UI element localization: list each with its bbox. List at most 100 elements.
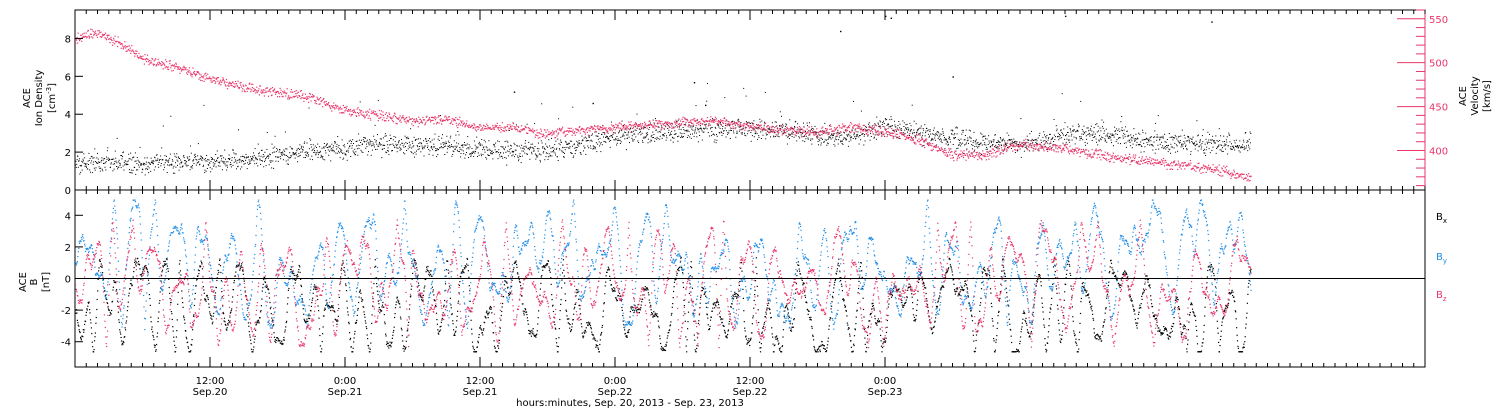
density-point (942, 132, 944, 134)
density-point (746, 124, 748, 126)
velocity-point (432, 117, 435, 119)
density-point (1144, 139, 1145, 141)
velocity-point (1060, 150, 1062, 152)
density-point (1128, 134, 1130, 136)
velocity-point (202, 76, 204, 78)
density-point (273, 167, 275, 169)
velocity-point (747, 125, 749, 127)
density-point (582, 150, 584, 152)
velocity-point (977, 159, 979, 161)
density-point (679, 132, 681, 134)
velocity-point (384, 119, 386, 122)
velocity-point (899, 132, 901, 134)
velocity-point (804, 134, 806, 137)
velocity-point (545, 131, 547, 133)
density-point (268, 155, 270, 157)
velocity-point (1066, 143, 1068, 145)
density-point (167, 164, 169, 166)
density-point (914, 135, 916, 137)
density-point (242, 160, 244, 162)
density-point (1032, 142, 1034, 144)
velocity-point (197, 71, 199, 73)
density-point (450, 146, 452, 147)
velocity-point (96, 34, 98, 36)
density-point (750, 132, 752, 133)
density-point (127, 164, 129, 165)
density-point (199, 163, 201, 165)
density-point (664, 132, 666, 134)
velocity-point (671, 123, 674, 125)
velocity-point (395, 122, 397, 124)
velocity-point (171, 70, 173, 72)
velocity-point (182, 67, 184, 69)
velocity-point (687, 126, 689, 128)
density-point (864, 140, 866, 142)
velocity-point (204, 73, 206, 75)
velocity-point (898, 129, 900, 131)
density-point (962, 142, 964, 144)
density-point (1102, 137, 1104, 139)
density-point (529, 158, 531, 160)
density-point (818, 134, 820, 136)
density-point (563, 156, 565, 157)
density-point (542, 152, 544, 154)
velocity-point (250, 83, 252, 85)
density-point (376, 148, 378, 150)
density-point (445, 145, 447, 147)
density-point (604, 133, 606, 135)
density-point (223, 161, 225, 163)
density-point (1139, 144, 1141, 146)
velocity-point (536, 132, 538, 134)
density-point (714, 126, 716, 128)
density-point (785, 135, 787, 137)
density-point (811, 128, 813, 129)
density-point (603, 136, 604, 138)
density-point (637, 140, 639, 142)
density-point (783, 132, 785, 134)
density-point (888, 124, 890, 126)
density-point (1166, 147, 1168, 148)
density-point (936, 134, 938, 136)
density-point (607, 137, 609, 139)
velocity-point (1077, 149, 1080, 151)
velocity-point (715, 118, 718, 120)
velocity-point (200, 79, 202, 81)
density-point (189, 158, 191, 160)
velocity-point (201, 76, 203, 78)
density-point (1025, 146, 1027, 148)
density-point (1100, 139, 1102, 141)
density-point (1048, 137, 1049, 139)
velocity-point (761, 127, 763, 129)
velocity-point (411, 117, 413, 120)
velocity-point (732, 123, 734, 125)
density-point (875, 124, 877, 126)
velocity-point (932, 148, 934, 150)
velocity-point (200, 74, 202, 76)
density-point (262, 160, 263, 162)
velocity-point (951, 154, 953, 156)
density-point (928, 129, 930, 131)
velocity-point (731, 121, 733, 123)
density-point (733, 130, 734, 132)
density-point (628, 136, 630, 138)
density-point (690, 125, 692, 127)
density-point (511, 151, 513, 153)
density-point (1123, 129, 1125, 131)
density-point (372, 144, 374, 146)
velocity-point (282, 95, 284, 97)
density-point (1036, 140, 1038, 142)
density-point (847, 135, 849, 137)
density-point (234, 157, 236, 159)
velocity-point (161, 64, 163, 66)
density-point (450, 135, 452, 137)
density-point (907, 129, 909, 131)
velocity-point (193, 71, 195, 73)
density-point (455, 146, 457, 148)
velocity-point (749, 126, 751, 128)
density-point (228, 154, 230, 156)
velocity-point (441, 120, 443, 122)
density-point (159, 159, 161, 160)
velocity-point (680, 120, 682, 122)
velocity-point (264, 91, 266, 93)
density-point (1145, 132, 1147, 134)
